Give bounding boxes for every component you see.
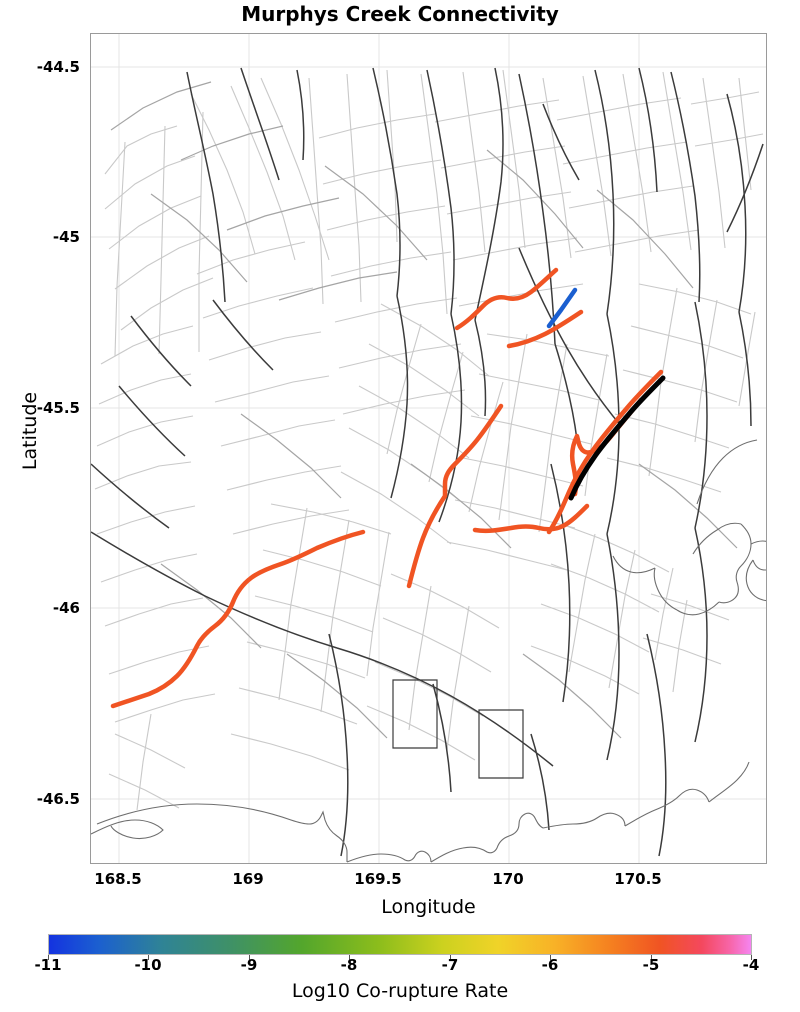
ytick-label-3: -46 (52, 599, 80, 617)
colorbar-tick-0 (48, 955, 49, 960)
colorbar-ticklabel-3: -8 (340, 956, 358, 974)
connected-trace-1 (454, 267, 559, 331)
colorbar-tick-5 (550, 955, 551, 960)
connected-trace-6 (406, 403, 504, 589)
connected-trace-8 (110, 529, 366, 709)
ytick-label-1: -45 (52, 228, 80, 246)
source-fault-trace (568, 375, 666, 501)
xtick-label-1: 169 (232, 870, 264, 888)
map-svg (91, 34, 766, 863)
connected-trace-2 (506, 309, 584, 349)
colorbar-ticklabel-6: -5 (642, 956, 660, 974)
coastline (91, 439, 766, 863)
colorbar-label: Log10 Co-rupture Rate (291, 980, 509, 1002)
xtick-label-0: 168.5 (94, 870, 142, 888)
grid-lines (91, 34, 766, 863)
background-faults-light (94, 69, 764, 811)
colorbar-tick-3 (349, 955, 350, 960)
ytick-label-0: -44.5 (36, 58, 80, 76)
colorbar-ticklabel-2: -9 (240, 956, 258, 974)
colorbar-ticklabel-0: -11 (34, 956, 62, 974)
colorbar-ticklabel-7: -4 (742, 956, 760, 974)
ytick-label-4: -46.5 (36, 790, 80, 808)
xtick-label-4: 170.5 (614, 870, 662, 888)
background-faults-dark (91, 67, 764, 857)
colorbar-ticklabel-5: -6 (541, 956, 559, 974)
colorbar[interactable] (48, 934, 752, 960)
map-plot-area[interactable] (90, 33, 767, 864)
colorbar-tick-6 (651, 955, 652, 960)
colorbar-gradient (48, 934, 752, 955)
colorbar-ticklabel-4: -7 (441, 956, 459, 974)
colorbar-tick-2 (249, 955, 250, 960)
colorbar-tick-1 (148, 955, 149, 960)
xtick-label-2: 169.5 (354, 870, 402, 888)
colorbar-tick-7 (751, 955, 752, 960)
colorbar-tick-4 (450, 955, 451, 960)
connected-fault-traces[interactable] (110, 267, 666, 709)
ytick-label-2: -45.5 (36, 399, 80, 417)
y-axis-label: Latitude (19, 391, 41, 471)
xtick-label-3: 170 (492, 870, 524, 888)
connected-trace-7 (472, 503, 590, 534)
connected-trace-3 (546, 287, 578, 329)
x-axis-label: Longitude (381, 896, 476, 918)
page-title: Murphys Creek Connectivity (241, 2, 559, 26)
background-faults-medium (110, 81, 738, 739)
colorbar-ticklabel-1: -10 (134, 956, 162, 974)
